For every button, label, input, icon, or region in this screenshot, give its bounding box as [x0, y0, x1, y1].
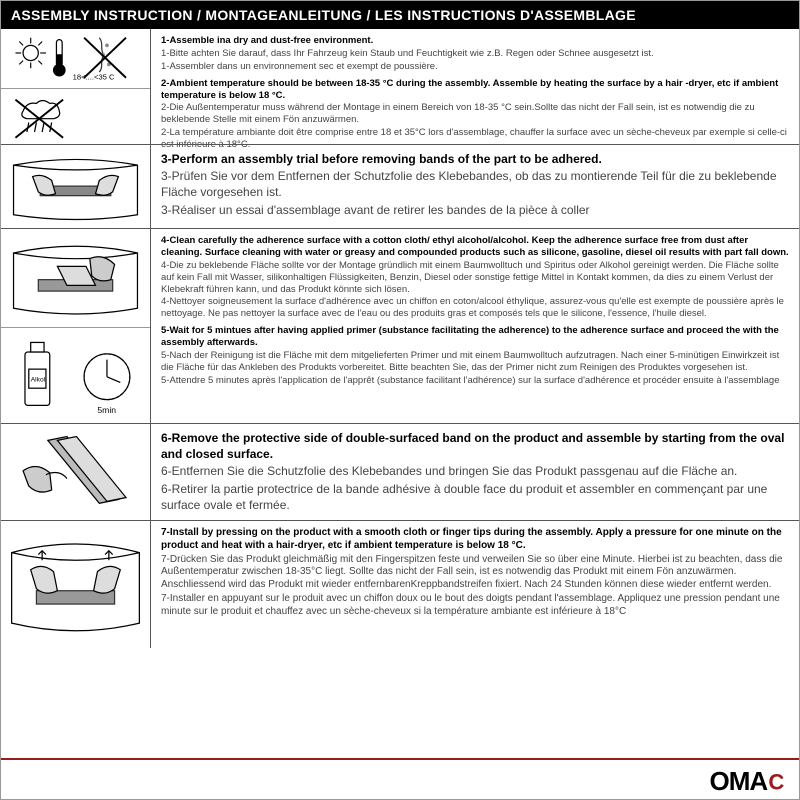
step-row-3: Alkol 5min 4-Clean carefully the adheren…: [1, 228, 799, 423]
brand-prefix: OMA: [710, 766, 768, 796]
step6-fr: 6-Retirer la partie protectrice de la ba…: [161, 481, 789, 513]
step5-fr: 5-Attendre 5 minutes après l'application…: [161, 375, 789, 387]
instruction-page: ASSEMBLY INSTRUCTION / MONTAGEANLEITUNG …: [0, 0, 800, 800]
icon-cell-3: Alkol 5min: [1, 229, 151, 423]
svg-text:Alkol: Alkol: [31, 376, 46, 383]
icon-cell-2: [1, 145, 151, 228]
step2-en: 2-Ambient temperature should be between …: [161, 78, 789, 102]
step1-de: 1-Bitte achten Sie darauf, dass Ihr Fahr…: [161, 48, 789, 60]
alcohol-timer-icon: Alkol 5min: [1, 328, 150, 426]
step5-de: 5-Nach der Reinigung ist die Fläche mit …: [161, 350, 789, 374]
step4-fr: 4-Nettoyer soigneusement la surface d'ad…: [161, 296, 789, 320]
step7-de: 7-Drücken Sie das Produkt gleichmäßig mi…: [161, 554, 789, 592]
text-cell-3: 4-Clean carefully the adherence surface …: [151, 229, 799, 423]
step-row-5: 7-Install by pressing on the product wit…: [1, 520, 799, 648]
page-title: ASSEMBLY INSTRUCTION / MONTAGEANLEITUNG …: [11, 7, 636, 23]
trial-fit-icon: [1, 145, 150, 231]
step6-de: 6-Entfernen Sie die Schutzfolie des Kleb…: [161, 463, 789, 479]
step-row-4: 6-Remove the protective side of double-s…: [1, 423, 799, 520]
text-cell-5: 7-Install by pressing on the product wit…: [151, 521, 799, 648]
page-footer: OMAC: [1, 758, 799, 799]
step4-de: 4-Die zu beklebende Fläche sollte vor de…: [161, 260, 789, 296]
brand-red-letter: C: [769, 769, 784, 795]
text-cell-1: 1-Assemble ina dry and dust-free environ…: [151, 29, 799, 144]
step1-en: 1-Assemble ina dry and dust-free environ…: [161, 35, 789, 47]
brand-logo: OMAC: [710, 766, 785, 797]
no-rain-icon: [1, 89, 150, 148]
step4-en: 4-Clean carefully the adherence surface …: [161, 235, 789, 259]
step-row-2: 3-Perform an assembly trial before remov…: [1, 144, 799, 228]
icon-cell-4: [1, 424, 151, 520]
press-install-icon: [1, 521, 150, 649]
step3-fr: 3-Réaliser un essai d'assemblage avant d…: [161, 202, 789, 218]
text-cell-4: 6-Remove the protective side of double-s…: [151, 424, 799, 520]
step5-en: 5-Wait for 5 mintues after having applie…: [161, 325, 789, 349]
step3-en: 3-Perform an assembly trial before remov…: [161, 151, 789, 167]
page-header: ASSEMBLY INSTRUCTION / MONTAGEANLEITUNG …: [1, 1, 799, 29]
svg-text:5min: 5min: [97, 404, 116, 414]
step1-fr: 1-Assembler dans un environnement sec et…: [161, 61, 789, 73]
icon-cell-1: 18<....<35 C: [1, 29, 151, 144]
step-row-1: 18<....<35 C 1-As: [1, 29, 799, 144]
text-cell-2: 3-Perform an assembly trial before remov…: [151, 145, 799, 228]
peel-tape-icon: [1, 424, 150, 522]
step3-de: 3-Prüfen Sie vor dem Entfernen der Schut…: [161, 168, 789, 200]
step6-en: 6-Remove the protective side of double-s…: [161, 430, 789, 462]
icon-cell-5: [1, 521, 151, 648]
steps-container: 18<....<35 C 1-As: [1, 29, 799, 758]
sun-snow-icon: 18<....<35 C: [1, 29, 150, 89]
temp-range-label: 18<....<35 C: [73, 73, 115, 82]
step7-en: 7-Install by pressing on the product wit…: [161, 527, 789, 553]
step2-de: 2-Die Außentemperatur muss während der M…: [161, 102, 789, 126]
clean-surface-icon: [1, 229, 150, 328]
step7-fr: 7-Installer en appuyant sur le produit a…: [161, 593, 789, 619]
